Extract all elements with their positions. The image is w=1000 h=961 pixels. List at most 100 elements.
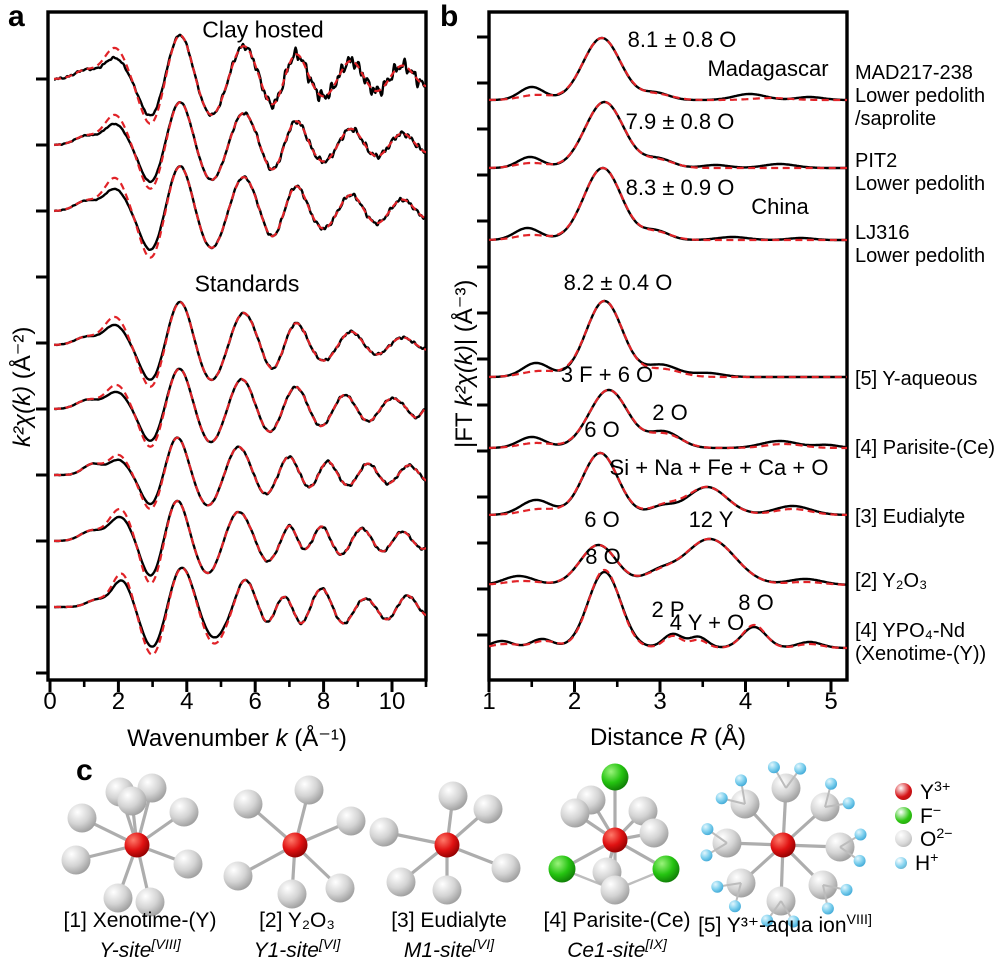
b-y-axis-label-pre: |FT [451,406,478,448]
b-y-axis-label-unit: | (Å⁻³) [451,279,478,346]
trace-data-curve [489,299,847,379]
trace-fit-curve [489,568,847,650]
atom-hydrogen [787,915,800,928]
atom-hydrogen [825,777,838,790]
sample-label-line: [4] Parisite-(Ce) [855,437,996,459]
trace-annotation: 6 O [584,417,620,442]
legend-label-y: Y3+ [920,780,950,803]
x-tick-label: 10 [378,688,406,715]
caption-line1-text: [1] Xenotime-(Y) [63,909,217,932]
x-tick-label: 4 [180,688,194,715]
trace-data-curve [489,451,847,517]
a-x-axis-label-symbol: k [275,725,288,752]
atom-oxygen [103,883,133,913]
y-ion-swatch-icon [895,783,912,800]
atom-oxygen [233,789,263,819]
trace-fit-curve [489,100,847,170]
atom-oxygen [61,845,91,875]
trace-fit-curve [53,101,426,190]
atom-oxygen [135,887,165,917]
atom-hydrogen [854,828,867,841]
trace-fit-curve [53,34,426,125]
sample-label-line: [3] Eudialyte [855,506,966,528]
trace-fit-curve [489,299,847,379]
legend-label-h: H+ [915,851,939,874]
caption-line2-text: Y-site [99,939,152,961]
caption-line1: [2] Y₂O₃ [187,908,407,933]
caption-line2-text: Y1-site [253,939,319,961]
sample-label: [2] Y₂O₃ [855,570,927,593]
x-tick-label: 0 [43,688,57,715]
atom-oxygen [117,786,147,816]
atom-fluorine [652,855,680,883]
f-ion-swatch-icon [895,807,912,824]
h-ion-swatch-icon [895,856,907,869]
atom-hydrogen [761,914,774,927]
sample-label: [5] Y-aqueous [855,368,977,391]
a-x-axis-label-unit: (Å⁻¹) [287,725,347,752]
b-x-axis-label: Distance R (Å) [590,724,746,752]
atom-hydrogen [711,880,724,893]
sample-label: LJ316 Lower pedolith [855,222,985,268]
atom-oxygen [369,817,399,847]
axis-box-b [487,10,849,682]
caption-line1-text: [3] Eudialyte [391,909,507,932]
panel-b-label: b [440,0,459,33]
atom-oxygen [639,818,669,848]
atom-yttrium [602,827,628,853]
legend-label-f: F− [920,804,941,827]
trace-annotation: China [751,194,809,219]
atom-hydrogen [728,900,741,913]
trace-annotation: 3 F + 6 O [560,362,654,387]
sample-label-line: Lower pedolith [855,173,986,195]
trace-fit-curve [489,537,847,586]
atom-oxygen [223,861,253,891]
a-y-axis-label-unit: (Å⁻²) [9,326,36,386]
atom-hydrogen [700,849,713,862]
atom-hydrogen [767,761,780,774]
atom-hydrogen [853,854,866,867]
trace-data-curve [53,165,426,252]
trace-annotation: 8 O [585,544,621,569]
panel-a-label: a [8,0,25,33]
atom-oxygen [473,794,503,824]
caption-line2-sup: [IX] [645,937,667,953]
atom-hydrogen [735,774,748,787]
caption-line2-sup: [VIII] [151,937,181,953]
b-y-axis-label: |FT k²χ(k)| (Å⁻³) [450,280,479,448]
legend-label-o-base: O [920,828,937,851]
o-ion-swatch-icon [895,830,912,847]
trace-annotation: Madagascar [707,56,829,81]
atom-yttrium [124,832,150,858]
trace-fit-curve [489,36,847,102]
trace-data-curve [53,367,426,444]
b-x-axis-label-symbol: R [690,724,708,751]
trace-annotation: 6 O [584,507,620,532]
trace-annotation: 2 O [652,400,688,425]
atom-oxygen [336,806,366,836]
caption-line1-text: [5] Y³⁺-aqua ion [698,914,847,937]
atom-yttrium [770,832,796,858]
clay-hosted-title: Clay hosted [202,16,324,43]
molecule-caption-y-aqua: [5] Y³⁺-aqua ionVIII] [675,908,895,938]
legend-label-o-sup: 2− [936,826,953,842]
atom-oxygen [438,781,468,811]
sample-label-line: [4] YPO₄-Nd [855,620,966,642]
caption-line1: [4] Parisite-(Ce) [507,908,727,933]
sample-label-line: MAD217-238 [855,62,973,84]
atom-hydrogen [701,823,714,836]
sample-label-line: /saprolite [855,108,937,130]
trace-fit-curve [489,451,847,517]
x-tick-label: 2 [111,688,126,715]
sample-label: [3] Eudialyte [855,506,965,529]
legend-item-h: H+ [895,851,939,874]
x-tick-label: 6 [248,688,262,715]
atom-yttrium [434,832,460,858]
panel-a-plot [36,10,428,692]
atom-oxygen [491,853,521,883]
legend-label-o: O2− [920,827,953,850]
a-y-axis-label-math: k²χ(k) [9,385,36,447]
atom-fluorine [548,855,576,883]
sample-label-line: Lower pedolith [855,245,986,267]
atom-oxygen [277,879,307,909]
